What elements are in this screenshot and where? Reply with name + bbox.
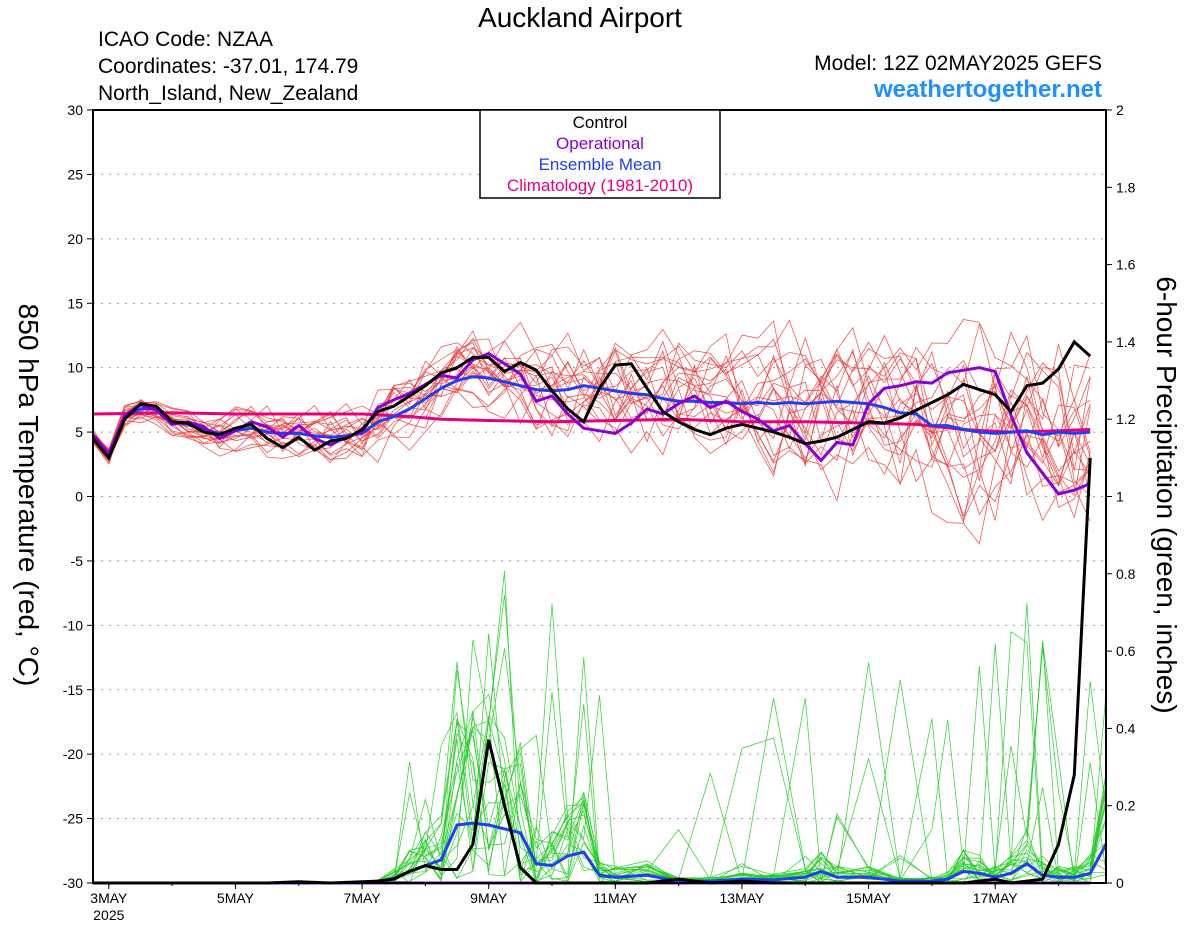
precipitation-member-line [93,695,1107,884]
y2-tick-label: 0.6 [1116,643,1136,659]
x-tick-label: 17MAY [973,890,1019,906]
control-precip-line [93,457,1092,885]
legend: Control Operational Ensemble Mean Climatolo… [479,109,721,199]
precipitation-member-line [93,631,1107,884]
temperature-member-line [92,321,1091,497]
y-tick-label: -30 [63,875,83,891]
y-tick-label: 30 [67,102,83,118]
precipitation-member-line [93,715,1107,884]
precipitation-member-line [93,697,1107,884]
y-tick-label: -15 [63,682,83,698]
precipitation-member-line [93,718,1107,884]
grid-lines [93,173,1106,820]
precipitation-member-line [93,692,1107,884]
legend-entry: Control [573,113,628,132]
control-temp-line [91,339,1092,461]
site-link[interactable]: weathertogether.net [873,76,1102,103]
x-tick-label: 5MAY [217,890,255,906]
coordinates: Coordinates: -37.01, 174.79 [98,55,359,78]
y2-tick-label: 1.6 [1116,257,1136,273]
legend-entry: Operational [556,134,644,153]
y-tick-label: 0 [75,489,83,505]
region: North_Island, New_Zealand [98,82,359,105]
temperature-ensemble-members [92,319,1091,545]
precipitation-member-line [93,633,1107,884]
precipitation-member-line [93,697,1107,884]
temperature-member-line [92,342,1091,497]
legend-entry: Ensemble Mean [539,155,662,174]
precipitation-member-line [93,693,1107,884]
precipitation-member-line [93,710,1107,884]
y-tick-label: -5 [71,553,84,569]
y-tick-label: 15 [67,295,83,311]
precipitation-member-line [93,602,1107,884]
x-tick-label: 3MAY [90,890,128,906]
precipitation-member-line [93,603,1107,884]
temperature-member-line [92,332,1091,460]
x-tick-label: 13MAY [720,890,766,906]
precipitation-member-line [93,648,1107,884]
operational-temp-line [91,351,1091,496]
x-tick-label: 15MAY [846,890,892,906]
y2-tick-label: 0.8 [1116,566,1136,582]
precipitation-ensemble-members [93,570,1107,884]
y-tick-label: 5 [75,424,83,440]
y2-tick-label: 1.8 [1116,179,1136,195]
y-tick-label: 10 [67,360,83,376]
y2-tick-label: 0 [1116,875,1124,891]
y2-tick-label: 0.4 [1116,720,1136,736]
y2-tick-label: 1.2 [1116,411,1136,427]
x-tick-label: 7MAY [344,890,382,906]
y-tick-label: -25 [63,811,83,827]
precipitation-member-line [93,642,1107,884]
x-tick-sublabel: 2025 [93,907,124,923]
precipitation-member-line [93,704,1107,884]
icao-code: ICAO Code: NZAA [98,28,274,51]
x-tick-label: 9MAY [470,890,508,906]
y2-tick-label: 1 [1116,489,1124,505]
precipitation-member-line [93,640,1107,884]
legend-box [479,109,721,199]
y2-tick-label: 1.4 [1116,334,1136,350]
y-tick-label: 25 [67,166,83,182]
temperature-member-line [92,348,1091,518]
y-tick-label: -10 [63,617,83,633]
temperature-member-line [92,367,1091,545]
legend-entry: Climatology (1981-2010) [507,176,693,195]
x-tick-label: 11MAY [593,890,637,906]
chart-title: Auckland Airport [478,2,682,33]
precipitation-member-line [93,594,1107,884]
y-tick-label: 20 [67,231,83,247]
y-tick-label: -20 [63,746,83,762]
y2-tick-label: 0.2 [1116,798,1136,814]
axes: 302520151050-5-10-15-20-25-3021.81.61.41… [63,102,1136,923]
plot-frame [92,109,1107,884]
precipitation-member-line [93,570,1107,884]
model-run: Model: 12Z 02MAY2025 GEFS [814,52,1102,75]
y2-tick-label: 2 [1116,102,1124,118]
